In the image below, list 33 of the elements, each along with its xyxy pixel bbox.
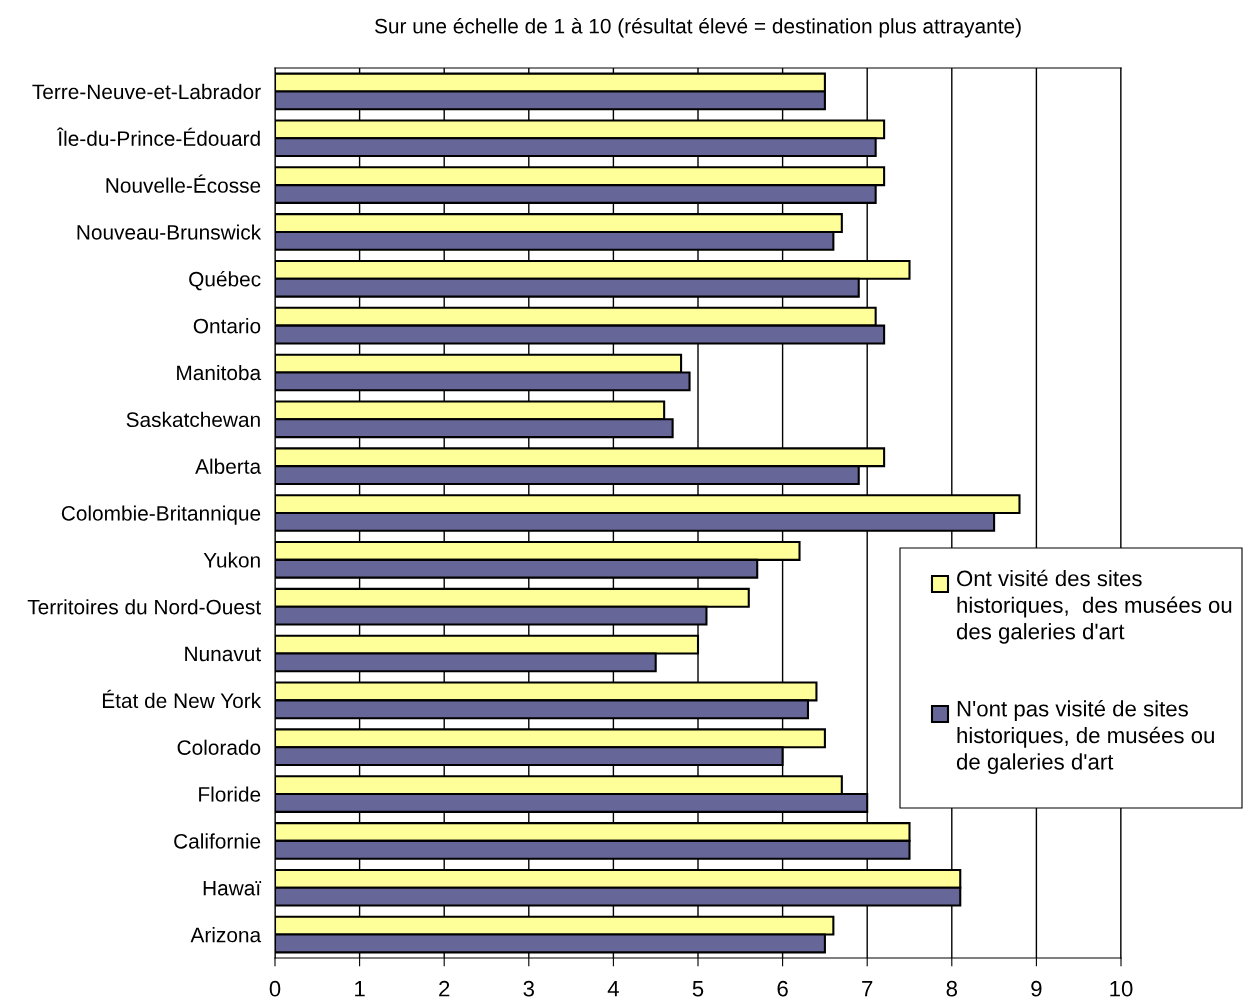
y-tick-label: Québec	[189, 271, 261, 291]
y-tick-label: Terre-Neuve-et-Labrador	[32, 83, 261, 100]
y-tick-label: Hawaï	[203, 880, 262, 896]
x-tick-label: 9	[1031, 980, 1042, 997]
y-tick-label: Colorado	[177, 739, 261, 755]
y-tick-label: Alberta	[195, 458, 262, 474]
x-tick-label: 8	[946, 980, 958, 997]
y-tick-label: Nouvelle-Écosse	[106, 174, 261, 193]
y-tick-label: Colombie-Britannique	[61, 505, 261, 525]
legend-label: N'ont pas visité de sites historiques, de musées ou de galeries d'art	[956, 700, 1214, 775]
y-tick-label: Nouveau-Brunswick	[77, 224, 262, 240]
y-tick-label: État de New York	[102, 689, 262, 709]
y-tick-label: Californie	[174, 833, 261, 849]
x-tick-label: 3	[523, 980, 534, 997]
x-tick-label: 7	[862, 981, 873, 997]
x-tick-label: 4	[607, 981, 619, 997]
legend-label: Ont visité des sites historiques, des musées ou des galeries d'art	[956, 569, 1232, 644]
y-tick-label: Ontario	[193, 318, 261, 334]
y-tick-label: Arizona	[190, 927, 262, 943]
x-tick-label: 6	[777, 980, 788, 997]
x-tick-label: 0	[269, 980, 281, 997]
y-tick-label: Nunavut	[185, 646, 261, 662]
y-tick-label: Île-du-Prince-Édouard	[56, 127, 260, 147]
chart-title: Sur une échelle de 1 à 10 (résultat élevé = destination plus attrayante)	[374, 17, 1021, 38]
y-tick-label: Territoires du Nord-Ouest	[27, 599, 261, 615]
y-tick-label: Floride	[199, 786, 261, 802]
x-tick-label: 5	[692, 981, 704, 997]
y-tick-label: Manitoba	[177, 364, 262, 381]
x-tick-label: 2	[439, 980, 450, 997]
x-tick-label: 1	[355, 981, 365, 997]
y-tick-label: Yukon	[203, 552, 260, 568]
y-tick-label: Saskatchewan	[126, 411, 260, 428]
x-tick-label: 10	[1110, 980, 1133, 997]
